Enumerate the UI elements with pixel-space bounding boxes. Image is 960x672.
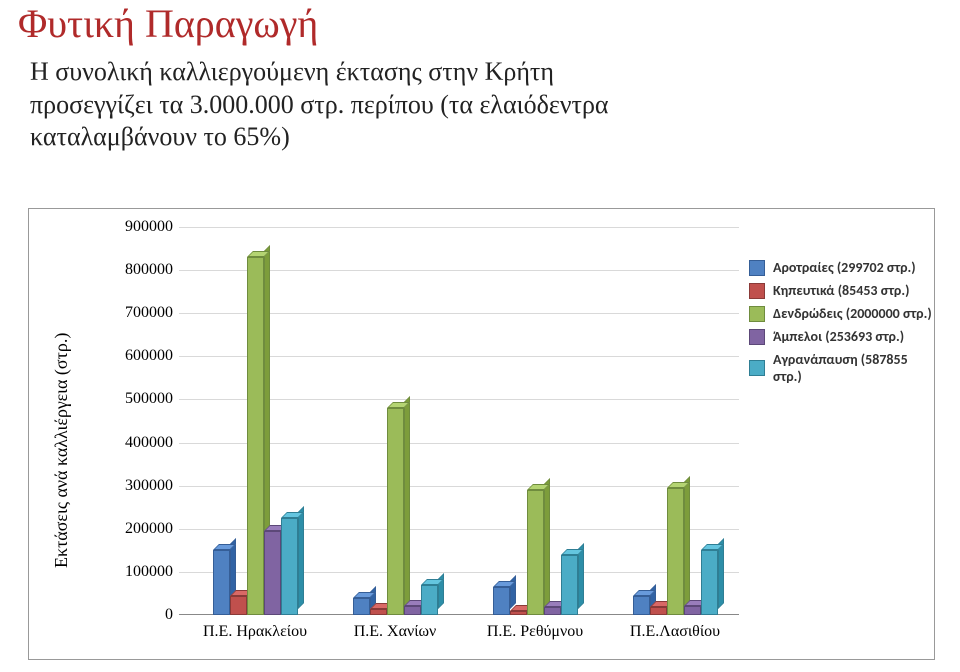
y-tick-label: 500000 (125, 390, 179, 408)
legend-item: Κηπευτικά (85453 στρ.) (749, 282, 934, 299)
gridline (179, 227, 739, 228)
legend-label: Κηπευτικά (85453 στρ.) (773, 282, 909, 299)
bar (701, 550, 718, 615)
bar (650, 607, 667, 615)
y-tick-label: 300000 (125, 477, 179, 495)
bar-side (404, 396, 410, 609)
bar (353, 598, 370, 615)
y-tick-label: 100000 (125, 563, 179, 581)
legend-label: Αγρανάπαυση (587855 στρ.) (773, 351, 934, 385)
bar (230, 596, 247, 615)
bar (421, 585, 438, 615)
legend: Αροτραίες (299702 στρ.) Κηπευτικά (85453 … (749, 259, 934, 391)
legend-swatch (749, 329, 765, 345)
page-title-text: Φυτική Παραγωγή (18, 1, 318, 46)
bar (213, 550, 230, 615)
x-tick-label: Π.Ε. Ηρακλείου (203, 615, 307, 641)
y-axis-label: Εκτάσεις ανά καλλιέργεια (στρ.) (51, 333, 72, 568)
legend-item: Αροτραίες (299702 στρ.) (749, 259, 934, 276)
bar (633, 596, 650, 615)
subtitle-line: καταλαμβάνουν το 65%) (30, 121, 609, 154)
bar (493, 587, 510, 615)
subtitle-line: Η συνολική καλλιεργούμενη έκτασης στην Κ… (30, 56, 609, 89)
bar (247, 257, 264, 615)
x-tick-label: Π.Ε.Λασιθίου (630, 615, 720, 641)
y-tick-label: 800000 (125, 261, 179, 279)
y-tick-label: 0 (165, 606, 179, 624)
bar (667, 488, 684, 615)
bar (404, 606, 421, 615)
bar (264, 531, 281, 615)
bar (527, 490, 544, 615)
legend-item: Δενδρώδεις (2000000 στρ.) (749, 305, 934, 322)
subtitle-line: προσεγγίζει τα 3.000.000 στρ. περίπου (τ… (30, 89, 609, 122)
y-tick-label: 700000 (125, 304, 179, 322)
legend-item: Αγρανάπαυση (587855 στρ.) (749, 351, 934, 385)
bar (544, 607, 561, 615)
legend-label: Άμπελοι (253693 στρ.) (773, 328, 904, 345)
chart-container: Εκτάσεις ανά καλλιέργεια (στρ.) 01000002… (28, 208, 935, 660)
page-subtitle: Η συνολική καλλιεργούμενη έκτασης στην Κ… (30, 56, 609, 154)
legend-swatch (749, 260, 765, 276)
y-tick-label: 400000 (125, 434, 179, 452)
legend-swatch (749, 360, 765, 376)
bar-side (684, 476, 690, 609)
legend-swatch (749, 283, 765, 299)
x-tick-label: Π.Ε. Χανίων (354, 615, 437, 641)
bar-side (544, 478, 550, 609)
legend-swatch (749, 306, 765, 322)
bar (561, 555, 578, 615)
plot-area: 0100000200000300000400000500000600000700… (179, 227, 739, 615)
bar (684, 606, 701, 615)
bar (387, 408, 404, 615)
page-title: Φυτική Παραγωγή (18, 0, 318, 47)
x-tick-label: Π.Ε. Ρεθύμνου (487, 615, 583, 641)
bar-side (298, 506, 304, 609)
legend-item: Άμπελοι (253693 στρ.) (749, 328, 934, 345)
y-tick-label: 200000 (125, 520, 179, 538)
legend-label: Αροτραίες (299702 στρ.) (773, 259, 916, 276)
y-tick-label: 600000 (125, 347, 179, 365)
legend-label: Δενδρώδεις (2000000 στρ.) (773, 305, 932, 322)
bar (281, 518, 298, 615)
y-tick-label: 900000 (125, 218, 179, 236)
